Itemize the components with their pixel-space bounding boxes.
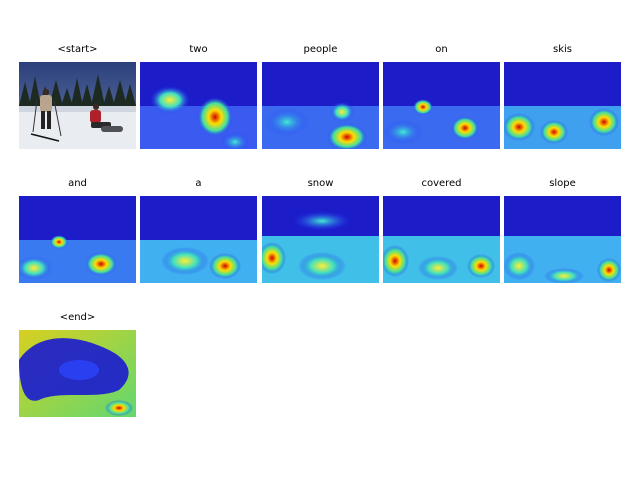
attention-map [383, 196, 500, 283]
attention-map [19, 330, 136, 417]
attention-map [504, 62, 621, 149]
attention-map [140, 62, 257, 149]
attention-map [140, 196, 257, 283]
attention-map [504, 196, 621, 283]
panel-caption: and [68, 178, 87, 189]
panel-caption: a [195, 178, 202, 189]
photo-skiers [19, 62, 136, 149]
panel-caption: snow [307, 178, 334, 189]
attention-map [383, 62, 500, 149]
attention-map [262, 196, 379, 283]
panel-caption: people [303, 44, 338, 55]
panel-caption: on [435, 44, 448, 55]
panel-caption: <start> [57, 44, 98, 55]
panel-caption: two [189, 44, 208, 55]
panel-caption: <end> [59, 312, 96, 323]
panel-caption: covered [421, 178, 462, 189]
panel-caption: slope [549, 178, 576, 189]
attention-map [262, 62, 379, 149]
panel-caption: skis [553, 44, 572, 55]
attention-map [19, 196, 136, 283]
